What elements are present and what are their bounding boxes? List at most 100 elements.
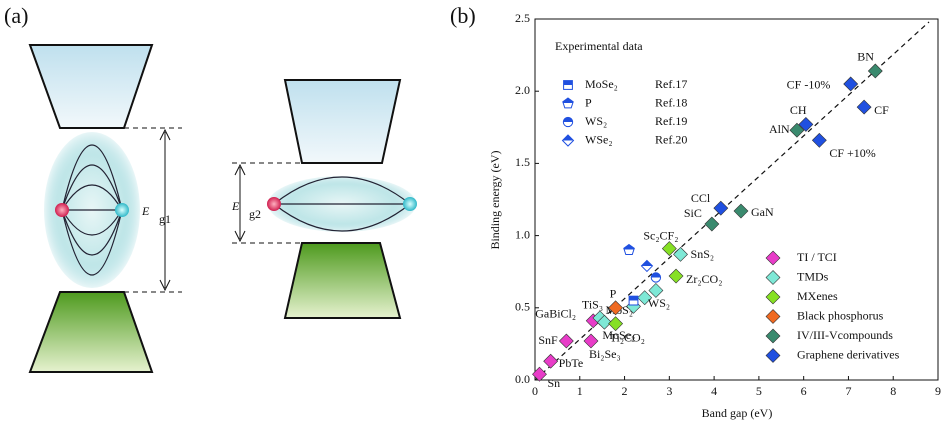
point-label: Ti₂CO₂	[610, 330, 645, 344]
hole	[55, 203, 69, 217]
y-axis-label: Binding energy (eV)	[488, 150, 502, 249]
y-tick-label: 2.5	[515, 11, 530, 25]
x-tick-label: 7	[845, 384, 851, 398]
marker	[650, 272, 662, 283]
marker	[623, 243, 635, 255]
valence-band	[28, 291, 154, 373]
marker	[628, 295, 639, 306]
point-label: GaBiCl₂	[535, 307, 576, 321]
point-label: CF -10%	[787, 78, 831, 92]
gap-symbol: E	[231, 199, 240, 213]
y-tick-label: 2.0	[515, 83, 530, 97]
point-label: CF	[874, 103, 889, 117]
marker	[561, 134, 575, 147]
arrow-heads	[159, 128, 171, 292]
legend-title: Experimental data	[555, 39, 643, 53]
marker	[648, 283, 664, 298]
marker	[713, 200, 729, 216]
gap-symbol: E	[141, 204, 150, 218]
gap-sub: g2	[249, 207, 261, 221]
point-label: SiC	[684, 206, 702, 220]
marker	[640, 259, 654, 273]
legend-ref: Ref.18	[655, 95, 687, 109]
gap-sub: g1	[159, 212, 171, 226]
x-tick-label: 2	[622, 384, 628, 398]
marker	[543, 353, 559, 369]
x-tick-label: 3	[666, 384, 672, 398]
marker	[562, 97, 574, 109]
marker	[765, 309, 781, 324]
legend-label: TI / TCI	[797, 250, 837, 264]
legend-label: MoSe₂	[585, 77, 618, 91]
panel-label: (a)	[4, 3, 28, 28]
legend-label: P	[585, 95, 592, 109]
conduction-band	[28, 44, 154, 129]
legend-label: Black phosphorus	[797, 308, 884, 322]
legend-label: WSe₂	[585, 132, 613, 146]
x-axis-label: Band gap (eV)	[702, 406, 773, 420]
marker	[765, 270, 781, 285]
point-label: MoSe₂	[602, 328, 635, 342]
y-tick-label: 0.0	[515, 372, 530, 386]
marker	[532, 366, 547, 382]
valence-band	[283, 242, 402, 319]
point-label: Bi₂Se₃	[589, 347, 621, 361]
point-label: CCl	[691, 191, 711, 205]
fit-line	[534, 21, 930, 381]
x-tick-label: 0	[532, 384, 538, 398]
marker	[637, 290, 653, 306]
marker	[668, 268, 684, 284]
electron	[115, 203, 129, 217]
point-label: PbTe	[559, 356, 584, 370]
point-label: GaN	[751, 205, 774, 219]
panel-label: (b)	[450, 3, 476, 28]
x-tick-label: 9	[935, 384, 941, 398]
point-label: WS₂	[648, 296, 670, 310]
y-tick-label: 1.5	[515, 155, 530, 169]
marker	[673, 246, 688, 262]
marker	[661, 241, 677, 257]
marker	[765, 250, 781, 266]
point-label: SnS₂	[691, 247, 715, 261]
marker	[843, 76, 859, 92]
legend-ref: Ref.17	[655, 77, 687, 91]
x-tick-label: 5	[756, 384, 762, 398]
hole	[267, 197, 281, 211]
point-label: Sn	[547, 376, 560, 390]
marker	[765, 289, 781, 305]
marker	[583, 333, 599, 349]
y-tick-label: 1.0	[515, 227, 530, 241]
y-tick-label: 0.5	[515, 300, 530, 314]
legend-label: MXenes	[797, 289, 838, 303]
marker	[811, 132, 827, 148]
marker	[733, 203, 749, 219]
point-label: CF +10%	[829, 146, 875, 160]
point-label: AlN	[769, 122, 790, 136]
point-label: SnF	[538, 333, 558, 347]
marker	[563, 80, 573, 90]
x-tick-label: 4	[711, 384, 717, 398]
legend-label: Graphene derivatives	[797, 347, 900, 361]
panel-a: (a) E g1 E g2	[4, 3, 417, 373]
marker	[856, 99, 872, 115]
x-tick-label: 1	[577, 384, 583, 398]
x-tick-label: 8	[890, 384, 896, 398]
marker	[798, 116, 814, 132]
legend-label: TMDs	[797, 269, 829, 283]
marker	[608, 316, 624, 332]
point-label: TiS₃	[582, 298, 603, 312]
point-label: CH	[790, 103, 807, 117]
marker	[596, 314, 612, 330]
marker	[789, 122, 805, 138]
point-label: Zr₂CO₂	[686, 272, 722, 286]
electron	[403, 197, 417, 211]
x-tick-label: 6	[801, 384, 807, 398]
legend-ref: Ref.20	[655, 132, 687, 146]
plot-frame	[534, 18, 939, 381]
marker	[765, 348, 781, 363]
legend-ref: Ref.19	[655, 114, 687, 128]
panel-b: (b) Band gap (eV) Binding energy (eV) Ex…	[450, 3, 941, 420]
marker	[867, 63, 883, 79]
legend-label: IV/III-Vcompounds	[797, 328, 893, 342]
